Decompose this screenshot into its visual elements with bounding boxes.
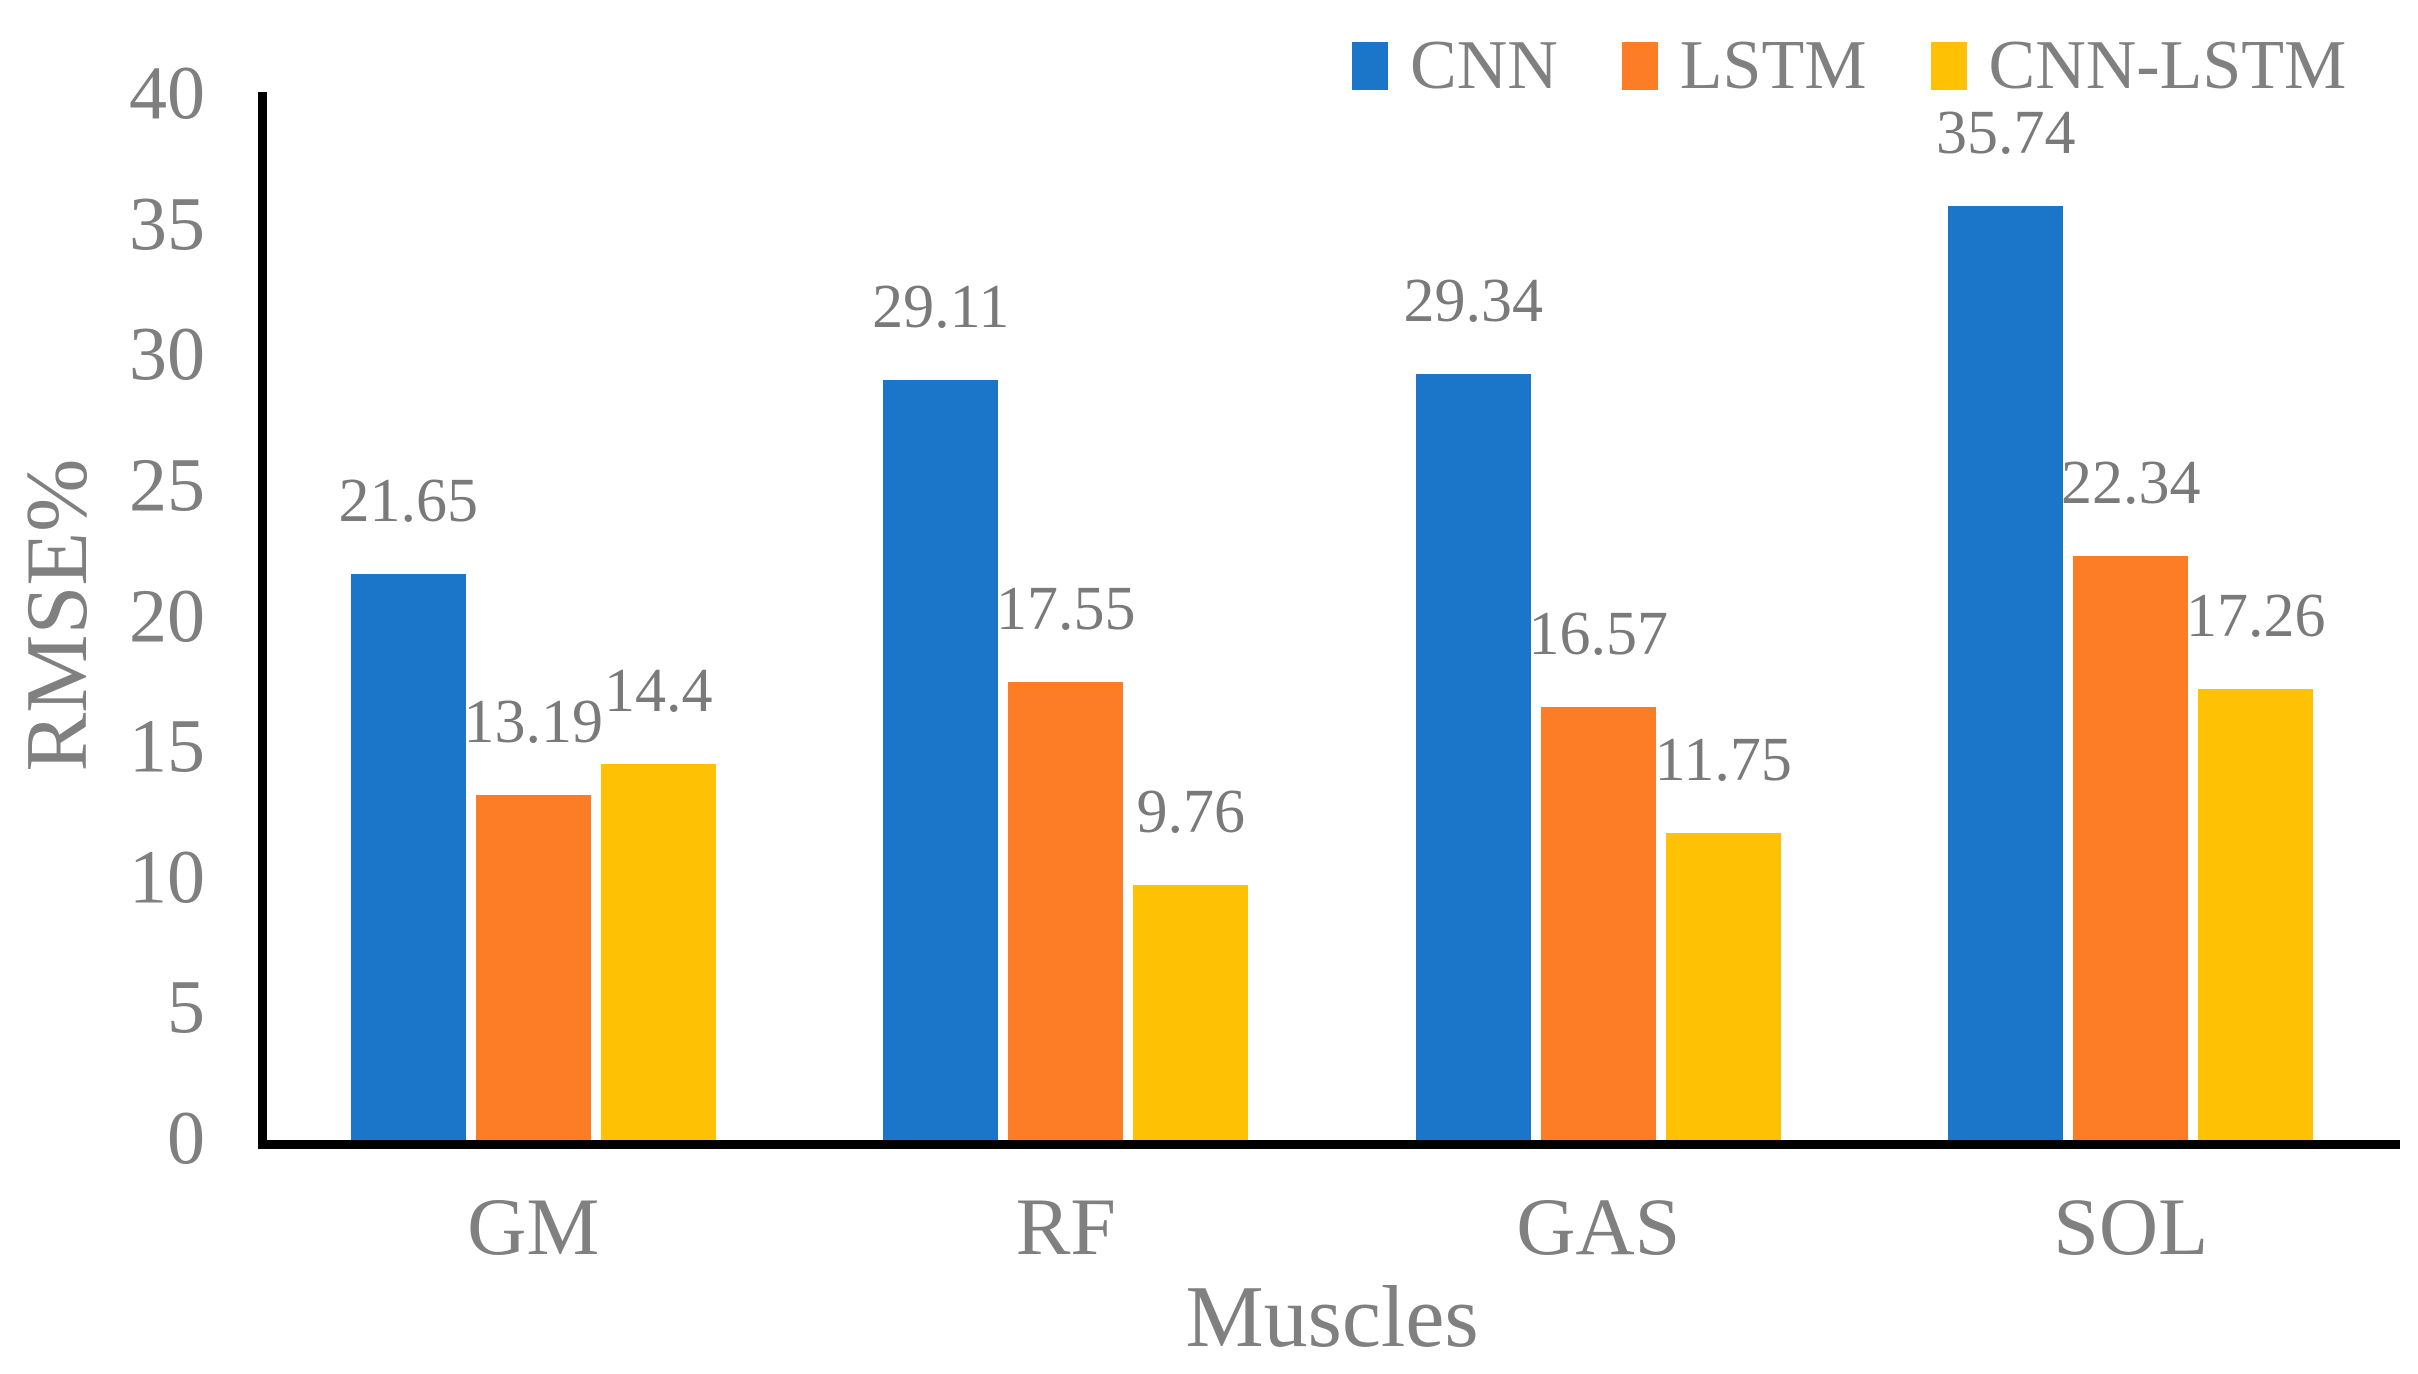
x-tick-label-gm: GM bbox=[467, 1181, 600, 1272]
bar-cnn-rf bbox=[883, 379, 999, 1140]
bar-slot: 35.74 bbox=[1936, 95, 2076, 1140]
y-axis-line bbox=[258, 92, 267, 1149]
bar-group-gas: 29.34 16.57 11.75 bbox=[1332, 95, 1865, 1140]
bar-slot: 13.19 bbox=[464, 95, 603, 1140]
legend-item-lstm: LSTM bbox=[1621, 27, 1867, 104]
bar-cnn-lstm-gas bbox=[1665, 833, 1781, 1140]
bar-cnn-lstm-rf bbox=[1133, 885, 1249, 1140]
bar-value-label: 29.11 bbox=[872, 272, 1010, 341]
x-tick-labels: GM RF GAS SOL bbox=[267, 1186, 2397, 1268]
bar-cnn-lstm-sol bbox=[2198, 689, 2314, 1140]
bar-slot: 14.4 bbox=[600, 95, 716, 1140]
x-axis-title: Muscles bbox=[1185, 1269, 1479, 1366]
x-axis-line bbox=[258, 1140, 2400, 1149]
bar-group-gm: 21.65 13.19 14.4 bbox=[267, 95, 800, 1140]
y-tick-label: 5 bbox=[167, 965, 205, 1050]
bar-value-label: 22.34 bbox=[2061, 449, 2201, 518]
y-tick-label: 15 bbox=[129, 704, 205, 789]
legend: CNN LSTM CNN-LSTM bbox=[1352, 28, 2346, 104]
y-tick-label: 20 bbox=[129, 573, 205, 658]
y-tick-label: 0 bbox=[167, 1096, 205, 1181]
x-tick-label-rf: RF bbox=[1015, 1181, 1116, 1272]
bar-value-label: 21.65 bbox=[338, 467, 479, 536]
bar-cnn-sol bbox=[1948, 206, 2064, 1140]
bar-value-label: 29.34 bbox=[1403, 266, 1544, 335]
x-tick-label-sol: SOL bbox=[2053, 1181, 2209, 1272]
x-tick-label-gas: GAS bbox=[1516, 1181, 1681, 1272]
bar-slot: 21.65 bbox=[339, 95, 478, 1140]
bar-cnn-lstm-gm bbox=[600, 763, 716, 1140]
legend-swatch-lstm bbox=[1621, 42, 1658, 90]
bar-group-sol: 35.74 22.34 17.26 bbox=[1865, 95, 2398, 1140]
bar-value-label: 17.26 bbox=[2186, 582, 2326, 651]
y-tick-label: 40 bbox=[129, 51, 205, 136]
bar-value-label: 11.75 bbox=[1654, 726, 1792, 795]
legend-label-cnn: CNN bbox=[1410, 27, 1558, 104]
bar-lstm-gm bbox=[475, 795, 591, 1140]
bar-value-label: 17.55 bbox=[996, 574, 1136, 643]
bar-slot: 22.34 bbox=[2061, 95, 2201, 1140]
bar-slot: 17.26 bbox=[2186, 95, 2326, 1140]
bar-lstm-gas bbox=[1540, 707, 1656, 1140]
bar-value-label: 14.4 bbox=[604, 656, 713, 725]
legend-label-cnn-lstm: CNN-LSTM bbox=[1988, 27, 2347, 104]
y-tick-label: 35 bbox=[129, 182, 205, 267]
legend-swatch-cnn bbox=[1352, 42, 1388, 90]
bar-group-rf: 29.11 17.55 9.76 bbox=[800, 95, 1333, 1140]
bar-slot: 29.34 bbox=[1404, 95, 1543, 1140]
bar-lstm-sol bbox=[2073, 556, 2189, 1140]
bar-slot: 16.57 bbox=[1529, 95, 1668, 1140]
legend-item-cnn: CNN bbox=[1352, 31, 1558, 101]
bar-value-label: 13.19 bbox=[463, 688, 604, 757]
bar-cnn-gm bbox=[350, 574, 466, 1140]
bar-value-label: 9.76 bbox=[1136, 778, 1246, 847]
y-tick-label: 25 bbox=[129, 443, 205, 528]
bar-groups: 21.65 13.19 14.4 29.11 17.55 9.76 29.34 16.57 11… bbox=[267, 95, 2397, 1140]
bar-value-label: 16.57 bbox=[1528, 600, 1669, 669]
bar-slot: 17.55 bbox=[996, 95, 1136, 1140]
bar-cnn-gas bbox=[1415, 373, 1531, 1140]
bar-slot: 9.76 bbox=[1133, 95, 1249, 1140]
y-axis-title: RMSE% bbox=[9, 458, 106, 772]
y-tick-label: 10 bbox=[129, 835, 205, 920]
bar-value-label: 35.74 bbox=[1936, 99, 2076, 168]
legend-swatch-cnn-lstm bbox=[1930, 42, 1967, 90]
legend-item-cnn-lstm: CNN-LSTM bbox=[1930, 27, 2347, 104]
bar-slot: 11.75 bbox=[1655, 95, 1792, 1140]
bar-lstm-rf bbox=[1008, 681, 1124, 1140]
bar-slot: 29.11 bbox=[872, 95, 1009, 1140]
legend-label-lstm: LSTM bbox=[1679, 27, 1867, 104]
y-tick-label: 30 bbox=[129, 312, 205, 397]
